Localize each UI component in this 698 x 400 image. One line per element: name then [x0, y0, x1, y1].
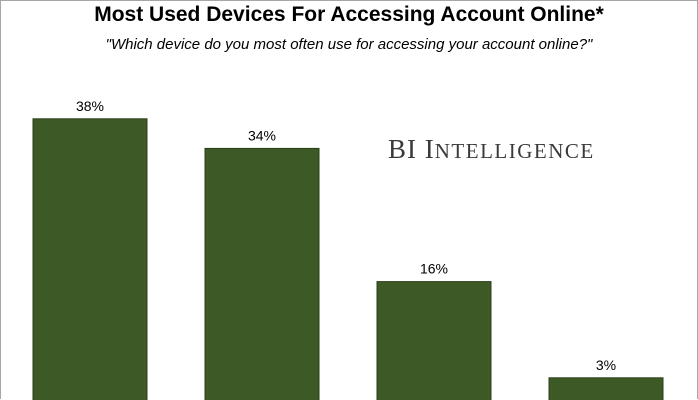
bi-intelligence-watermark: BI INTELLIGENCE — [388, 134, 595, 165]
chart-title: Most Used Devices For Accessing Account … — [94, 3, 604, 26]
bar-4 — [548, 377, 664, 400]
bar-3-label: 16% — [420, 261, 448, 277]
bar-3 — [376, 281, 492, 400]
bar-2-label: 34% — [248, 127, 276, 143]
chart-subtitle: "Which device do you most often use for … — [105, 36, 593, 53]
bar-2 — [204, 147, 320, 400]
bar-1 — [32, 118, 148, 400]
watermark-initial: BI I — [388, 134, 435, 164]
watermark-rest: NTELLIGENCE — [434, 139, 595, 163]
bar-4-label: 3% — [596, 357, 616, 373]
bar-1-label: 38% — [76, 98, 104, 114]
